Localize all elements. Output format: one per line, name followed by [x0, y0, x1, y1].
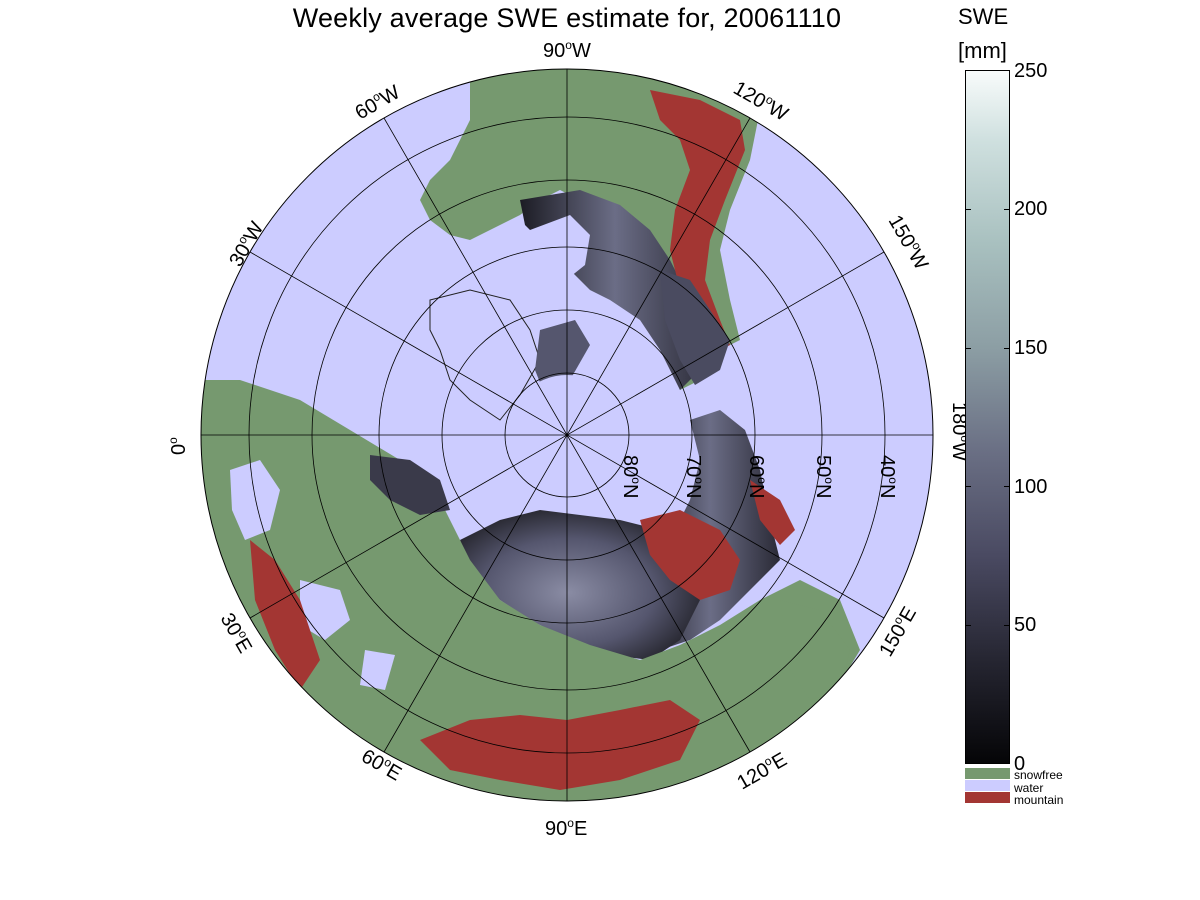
land-arctic-islands — [535, 320, 590, 395]
snow-eurasia — [460, 510, 700, 660]
mountain-central-asia — [420, 700, 700, 790]
legend-label-water: water — [1014, 781, 1044, 795]
colorbar-title-line1: SWE — [958, 4, 1009, 29]
colorbar-tickmark — [1004, 209, 1010, 210]
legend-swatch-snowfree — [965, 768, 1010, 779]
lon-label-90w: 90oW — [543, 38, 591, 62]
legend-swatch-water — [965, 780, 1010, 791]
lat-label-70n: 70oN — [682, 455, 706, 498]
colorbar-tick-150: 150 — [1014, 337, 1048, 359]
colorbar-tickmark — [1004, 348, 1010, 349]
legend-swatch-mountain — [965, 792, 1010, 803]
colorbar-tick-250: 250 — [1014, 60, 1048, 82]
colorbar-tick-200: 200 — [1014, 198, 1048, 220]
map-title: Weekly average SWE estimate for, 2006111… — [292, 3, 842, 33]
mountain-siberia — [640, 510, 740, 600]
mountain-kamchatka — [750, 480, 795, 545]
colorbar-tickmark — [965, 209, 971, 210]
colorbar-title-line2: [mm] — [958, 38, 1007, 63]
swe-colorbar — [965, 70, 1010, 764]
snow-scandinavia — [370, 455, 450, 515]
water-hudson-bay — [520, 215, 590, 285]
lon-label-90e: 90oE — [545, 816, 587, 840]
lat-label-60n: 60oN — [745, 455, 769, 498]
colorbar-tickmark — [965, 625, 971, 626]
colorbar-tickmark — [1004, 625, 1010, 626]
land-eurasia — [201, 380, 860, 801]
colorbar-tickmark — [965, 486, 971, 487]
land-far-east — [780, 600, 850, 700]
colorbar-tick-50: 50 — [1014, 614, 1037, 636]
colorbar-tickmark — [1004, 486, 1010, 487]
snow-alaska — [660, 270, 730, 385]
water-caspian — [360, 650, 395, 690]
lon-label-0: 0o — [166, 437, 190, 455]
colorbar-tick-100: 100 — [1014, 476, 1048, 498]
legend-label-mountain: mountain — [1014, 793, 1064, 807]
lat-label-80n: 80oN — [619, 455, 643, 498]
water-baltic — [230, 460, 280, 540]
lat-label-40n: 40oN — [876, 455, 900, 498]
colorbar-tick-0: 0 — [1014, 753, 1026, 775]
lat-label-50n: 50oN — [812, 455, 836, 498]
mountain-europe — [250, 540, 320, 690]
graticule — [200, 68, 934, 802]
colorbar-tickmark — [965, 348, 971, 349]
legend-label-snowfree: snowfree — [1014, 768, 1063, 782]
mountain-rockies — [650, 90, 745, 352]
water-black-sea — [300, 580, 350, 640]
